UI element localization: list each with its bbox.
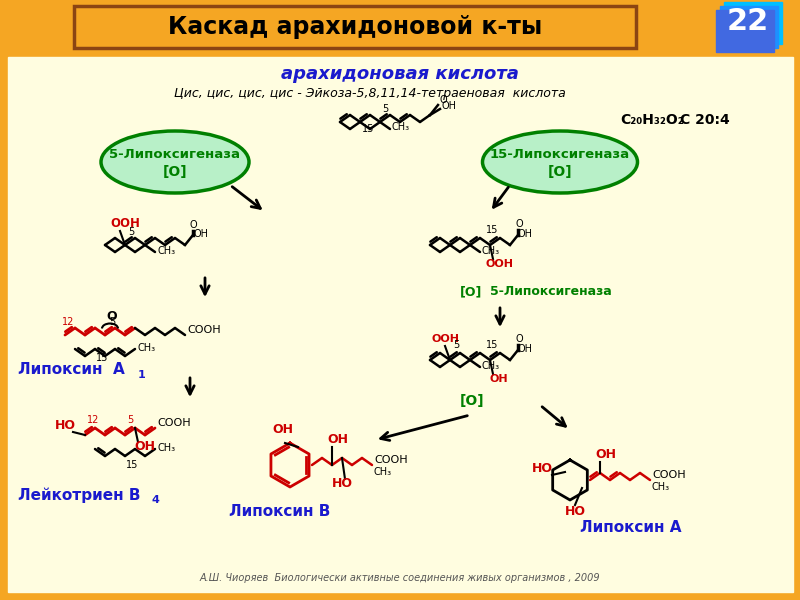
Text: O: O [190, 220, 198, 230]
Text: OH: OH [272, 423, 293, 436]
Text: [O]: [O] [460, 394, 485, 408]
Text: С₂₀Н₃₂О₂: С₂₀Н₃₂О₂ [620, 113, 684, 127]
Text: HO: HO [55, 419, 76, 432]
Text: Липоксин А: Липоксин А [580, 520, 682, 535]
Text: 5: 5 [453, 340, 459, 350]
Text: OOH: OOH [110, 217, 140, 230]
Text: 5: 5 [128, 227, 134, 237]
Text: 15: 15 [486, 225, 498, 235]
Text: OH: OH [134, 440, 155, 453]
Text: 15-Липоксигеназа: 15-Липоксигеназа [490, 148, 630, 160]
Text: Липоксин В: Липоксин В [230, 505, 330, 520]
Text: [O]: [O] [548, 165, 572, 179]
Text: 5: 5 [382, 104, 388, 114]
Text: 15: 15 [362, 124, 374, 134]
Text: OH: OH [327, 433, 348, 446]
Text: CH₃: CH₃ [157, 443, 175, 453]
Text: 15: 15 [486, 340, 498, 350]
FancyBboxPatch shape [74, 6, 636, 48]
Text: HO: HO [565, 505, 586, 518]
Ellipse shape [482, 131, 638, 193]
Text: CH₃: CH₃ [157, 246, 175, 256]
Bar [8, 57, 793, 592]
Text: Каскад арахидоновой к-ты: Каскад арахидоновой к-ты [168, 15, 542, 39]
Text: CH₃: CH₃ [392, 122, 410, 132]
Text: CH₃: CH₃ [482, 246, 500, 256]
Text: COOH: COOH [187, 325, 221, 335]
Text: OH: OH [518, 344, 533, 354]
Text: Лейкотриен В: Лейкотриен В [18, 487, 141, 503]
Text: 1: 1 [138, 370, 146, 380]
Text: O: O [439, 95, 446, 105]
Text: CH₃: CH₃ [374, 467, 392, 477]
Text: [O]: [O] [162, 165, 187, 179]
Text: 15: 15 [96, 353, 108, 363]
Text: арахидоновая кислота: арахидоновая кислота [281, 65, 519, 83]
Bar [724, 2, 782, 44]
Text: 5: 5 [127, 415, 134, 425]
Text: HO: HO [532, 462, 553, 475]
Text: 4: 4 [152, 495, 160, 505]
Bar [720, 6, 778, 48]
Text: 5-Липоксигеназа: 5-Липоксигеназа [490, 285, 612, 298]
Text: 5-Липоксигеназа: 5-Липоксигеназа [110, 148, 241, 160]
Text: OOH: OOH [485, 259, 513, 269]
Text: С 20:4: С 20:4 [680, 113, 730, 127]
Text: OOH: OOH [432, 334, 460, 344]
Text: CH₃: CH₃ [137, 343, 155, 353]
Text: А.Ш. Чиоряев  Биологически активные соединения живых организмов , 2009: А.Ш. Чиоряев Биологически активные соеди… [200, 573, 600, 583]
Bar [716, 10, 774, 52]
Text: 12: 12 [62, 317, 74, 327]
Text: 5: 5 [109, 317, 115, 327]
Text: OH: OH [518, 229, 533, 239]
Text: [O]: [O] [460, 285, 482, 298]
Text: 12: 12 [87, 415, 99, 425]
Text: 22: 22 [727, 7, 769, 37]
Text: OH: OH [489, 374, 508, 384]
Text: OH: OH [595, 448, 616, 461]
Ellipse shape [101, 131, 249, 193]
Text: O: O [515, 219, 522, 229]
Text: CH₃: CH₃ [482, 361, 500, 371]
Text: COOH: COOH [374, 455, 408, 465]
Text: OH: OH [193, 229, 208, 239]
Text: COOH: COOH [157, 418, 190, 428]
Text: 15: 15 [126, 460, 138, 470]
Text: O: O [515, 334, 522, 344]
Text: OH: OH [441, 101, 456, 111]
Text: O: O [106, 310, 117, 323]
Text: Липоксин  А: Липоксин А [18, 362, 125, 377]
Text: Цис, цис, цис, цис - Эйкоза-5,8,11,14-тетраеновая  кислота: Цис, цис, цис, цис - Эйкоза-5,8,11,14-те… [174, 86, 566, 100]
Text: HO: HO [332, 477, 353, 490]
Text: COOH: COOH [652, 470, 686, 480]
Text: CH₃: CH₃ [652, 482, 670, 492]
